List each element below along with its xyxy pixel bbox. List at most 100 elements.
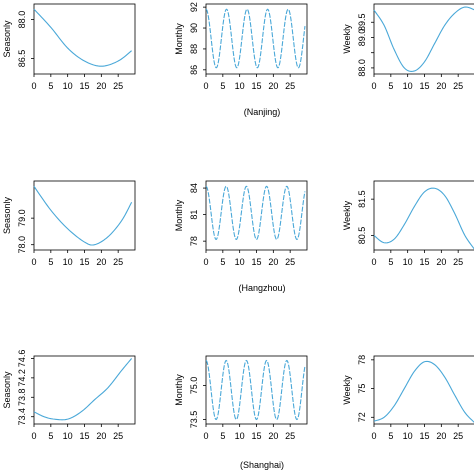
x-tick-label: 15 bbox=[251, 257, 261, 267]
y-axis-label: Monthly bbox=[174, 374, 184, 406]
y-tick-label: 90 bbox=[189, 23, 199, 33]
x-tick-label: 5 bbox=[48, 81, 53, 91]
y-tick-label: 79.0 bbox=[17, 209, 27, 227]
x-tick-label: 10 bbox=[403, 257, 413, 267]
x-tick-label: 20 bbox=[96, 431, 106, 441]
y-axis-label: Weekly bbox=[342, 24, 352, 54]
x-tick-label: 25 bbox=[453, 257, 463, 267]
x-tick-label: 10 bbox=[63, 257, 73, 267]
city-label: (Shanghai) bbox=[240, 460, 284, 470]
x-tick-label: 0 bbox=[31, 257, 36, 267]
x-tick-label: 5 bbox=[48, 257, 53, 267]
y-tick-label: 73.5 bbox=[189, 411, 199, 429]
y-axis-label: Weekly bbox=[342, 375, 352, 405]
x-tick-label: 20 bbox=[436, 431, 446, 441]
x-tick-label: 10 bbox=[63, 81, 73, 91]
x-tick-label: 20 bbox=[268, 257, 278, 267]
y-tick-label: 92 bbox=[189, 2, 199, 12]
x-tick-label: 25 bbox=[285, 81, 295, 91]
x-tick-label: 25 bbox=[113, 257, 123, 267]
y-tick-label: 88 bbox=[189, 44, 199, 54]
x-tick-label: 5 bbox=[220, 431, 225, 441]
y-tick-label: 73.8 bbox=[17, 389, 27, 407]
x-tick-label: 5 bbox=[388, 257, 393, 267]
y-tick-label: 72 bbox=[357, 412, 367, 422]
x-tick-label: 0 bbox=[203, 257, 208, 267]
y-tick-label: 78 bbox=[189, 236, 199, 246]
x-tick-label: 20 bbox=[96, 81, 106, 91]
x-tick-label: 10 bbox=[403, 431, 413, 441]
y-tick-label: 74.2 bbox=[17, 369, 27, 387]
x-tick-label: 10 bbox=[235, 431, 245, 441]
y-tick-label: 78.0 bbox=[17, 236, 27, 254]
series-line bbox=[33, 185, 133, 246]
y-tick-label: 81 bbox=[189, 210, 199, 220]
x-tick-label: 5 bbox=[48, 431, 53, 441]
y-tick-label: 88.0 bbox=[357, 59, 367, 77]
x-tick-label: 20 bbox=[96, 257, 106, 267]
y-axis-label: Weekly bbox=[342, 200, 352, 230]
x-tick-label: 20 bbox=[268, 81, 278, 91]
plot-frame bbox=[33, 180, 136, 251]
plot-frame bbox=[205, 355, 308, 425]
y-tick-label: 86 bbox=[189, 65, 199, 75]
series-line bbox=[373, 360, 474, 423]
x-tick-label: 15 bbox=[79, 257, 89, 267]
y-axis-label: Monthly bbox=[174, 23, 184, 55]
y-axis-label: Monthly bbox=[174, 199, 184, 231]
x-tick-label: 0 bbox=[31, 431, 36, 441]
x-tick-label: 0 bbox=[371, 81, 376, 91]
x-tick-label: 25 bbox=[285, 431, 295, 441]
y-tick-label: 81.5 bbox=[357, 190, 367, 208]
y-tick-label: 75.0 bbox=[189, 377, 199, 395]
y-tick-label: 80.5 bbox=[357, 227, 367, 245]
x-tick-label: 5 bbox=[388, 431, 393, 441]
x-tick-label: 10 bbox=[235, 257, 245, 267]
y-tick-label: 89.5 bbox=[357, 13, 367, 31]
y-tick-label: 86.5 bbox=[17, 50, 27, 68]
x-tick-label: 15 bbox=[251, 81, 261, 91]
y-tick-label: 89.0 bbox=[357, 29, 367, 47]
x-tick-label: 5 bbox=[220, 257, 225, 267]
x-tick-label: 25 bbox=[113, 431, 123, 441]
x-tick-label: 5 bbox=[220, 81, 225, 91]
x-tick-label: 25 bbox=[453, 431, 463, 441]
y-tick-label: 73.4 bbox=[17, 408, 27, 426]
series-line bbox=[205, 185, 306, 240]
x-tick-label: 15 bbox=[251, 431, 261, 441]
x-tick-label: 15 bbox=[419, 257, 429, 267]
x-tick-label: 15 bbox=[419, 431, 429, 441]
x-tick-label: 0 bbox=[203, 81, 208, 91]
y-axis-label: Seasonly bbox=[2, 196, 12, 234]
series-line bbox=[373, 6, 474, 72]
x-tick-label: 20 bbox=[268, 431, 278, 441]
x-tick-label: 15 bbox=[419, 81, 429, 91]
x-tick-label: 10 bbox=[63, 431, 73, 441]
x-tick-label: 0 bbox=[203, 431, 208, 441]
series-line bbox=[33, 8, 132, 67]
x-tick-label: 10 bbox=[235, 81, 245, 91]
x-tick-label: 5 bbox=[388, 81, 393, 91]
series-line bbox=[373, 187, 474, 250]
plot-frame bbox=[33, 3, 136, 75]
x-tick-label: 10 bbox=[403, 81, 413, 91]
x-tick-label: 20 bbox=[436, 81, 446, 91]
x-tick-label: 25 bbox=[453, 81, 463, 91]
y-tick-label: 74.6 bbox=[17, 350, 27, 368]
x-tick-label: 0 bbox=[371, 431, 376, 441]
y-tick-label: 78 bbox=[357, 355, 367, 365]
series-line bbox=[205, 8, 306, 69]
plot-frame bbox=[33, 355, 136, 425]
series-line bbox=[205, 359, 306, 421]
x-tick-label: 25 bbox=[285, 257, 295, 267]
x-tick-label: 0 bbox=[31, 81, 36, 91]
city-label: (Hangzhou) bbox=[238, 283, 285, 293]
y-tick-label: 75 bbox=[357, 384, 367, 394]
city-label: (Nanjing) bbox=[244, 107, 281, 117]
series-line bbox=[33, 358, 133, 421]
y-axis-label: Seasonly bbox=[2, 371, 12, 409]
plot-frame bbox=[373, 3, 474, 75]
x-tick-label: 15 bbox=[79, 431, 89, 441]
y-tick-label: 84 bbox=[189, 183, 199, 193]
